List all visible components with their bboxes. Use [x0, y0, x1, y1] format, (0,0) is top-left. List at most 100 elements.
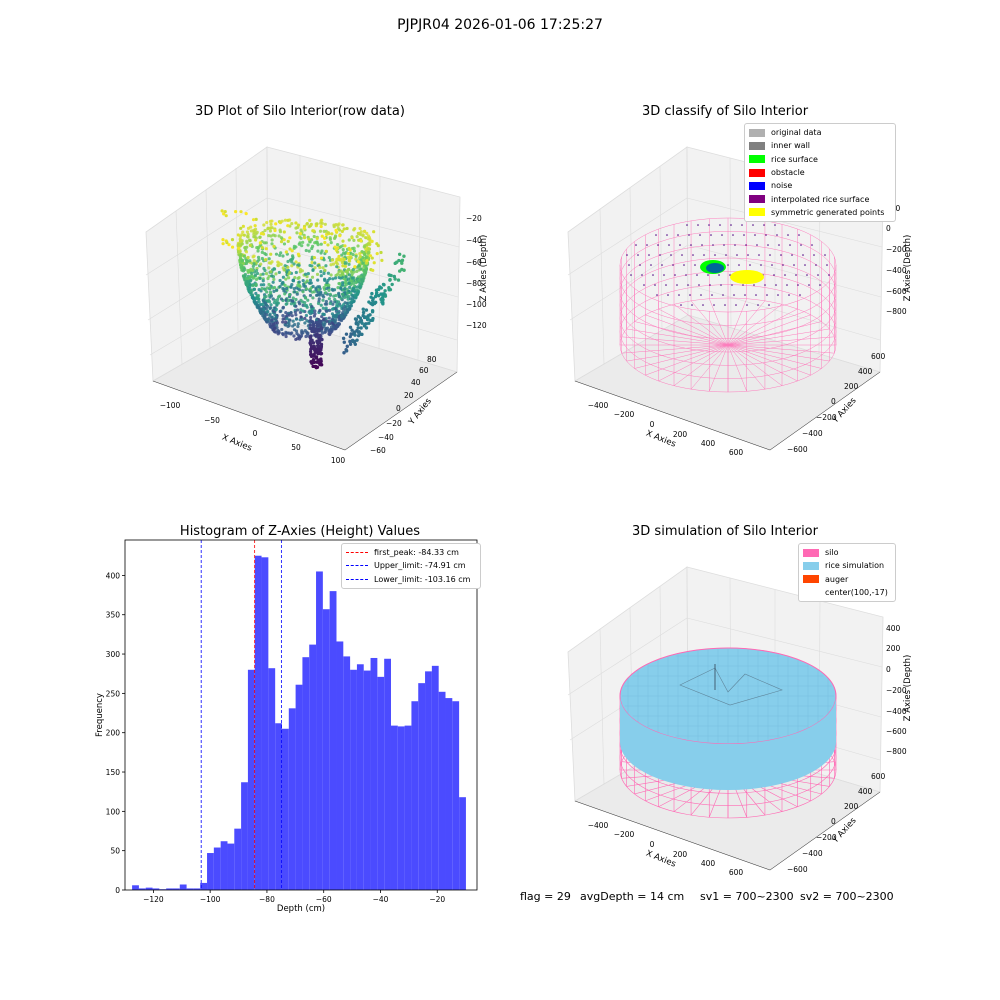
point: [284, 277, 288, 281]
point: [285, 316, 289, 321]
point: [738, 264, 740, 266]
point: [256, 293, 261, 298]
point: [315, 272, 320, 276]
point: [769, 254, 771, 256]
point: [329, 263, 333, 267]
point: [712, 244, 714, 246]
point: [353, 339, 357, 343]
point: [364, 261, 368, 265]
point: [315, 340, 320, 345]
point: [798, 234, 800, 236]
point: [356, 244, 360, 248]
point: [310, 309, 314, 313]
point: [710, 234, 712, 236]
point: [326, 231, 330, 235]
point: [294, 317, 299, 321]
point: [297, 280, 301, 284]
point: [359, 267, 363, 271]
legend-swatch: [803, 575, 819, 584]
point: [765, 234, 767, 236]
point: [359, 258, 363, 262]
point: [344, 269, 349, 273]
point: [343, 304, 347, 309]
p1-zlabel: Z Axies (Depth): [479, 235, 489, 302]
point: [356, 314, 361, 319]
p1-xtick: 50: [291, 443, 301, 452]
point: [368, 254, 373, 258]
point: [320, 234, 324, 238]
point: [400, 261, 404, 265]
point: [307, 310, 311, 314]
point: [333, 276, 338, 280]
point: [318, 229, 323, 233]
point: [275, 288, 279, 292]
point: [359, 275, 363, 279]
silo-line: [626, 328, 729, 346]
point: [319, 347, 323, 352]
point: [312, 255, 316, 260]
point: [637, 254, 639, 256]
point: [315, 323, 320, 327]
point: [345, 226, 349, 231]
point: [268, 306, 273, 310]
panel3-legend: first_peak: -84.33 cm Upper_limit: -74.9…: [341, 543, 481, 589]
point: [273, 312, 277, 317]
point: [828, 274, 830, 276]
point: [336, 300, 341, 304]
point: [319, 242, 323, 246]
point: [312, 234, 316, 239]
point: [268, 219, 273, 223]
point: [367, 321, 371, 325]
point: [253, 301, 257, 305]
p1-xtick: 100: [331, 456, 346, 465]
point: [340, 261, 345, 265]
point: [291, 296, 295, 300]
point: [253, 235, 257, 239]
hist-bar: [254, 555, 262, 890]
point: [311, 229, 315, 233]
point: [344, 280, 348, 284]
point: [281, 306, 285, 310]
point: [315, 334, 319, 338]
point: [363, 273, 367, 277]
point: [352, 330, 357, 334]
point: [330, 307, 335, 311]
point: [390, 282, 394, 287]
point: [787, 234, 789, 236]
hist-bar: [281, 728, 289, 890]
point: [342, 340, 346, 344]
p1-xtick: −100: [160, 401, 181, 410]
point: [327, 332, 331, 336]
hist-bar: [288, 708, 296, 890]
point: [764, 284, 766, 286]
point: [279, 251, 283, 255]
point: [320, 326, 324, 331]
point: [298, 285, 302, 289]
point: [309, 315, 313, 320]
p2-ztick: −600: [886, 287, 907, 296]
hist-bar: [438, 691, 446, 890]
point: [795, 274, 797, 276]
point: [307, 237, 311, 241]
hist-bar: [220, 841, 228, 890]
point: [321, 306, 325, 310]
point: [308, 287, 313, 291]
point: [318, 265, 322, 270]
point: [655, 234, 657, 236]
point: [263, 312, 267, 316]
silo-line: [727, 344, 811, 376]
point: [300, 317, 305, 322]
point: [397, 252, 402, 257]
point: [319, 256, 324, 260]
point: [312, 352, 316, 357]
point: [393, 277, 397, 281]
point: [685, 274, 687, 276]
point: [302, 282, 306, 286]
p1-ytick: 20: [404, 391, 414, 400]
point: [732, 234, 734, 236]
point: [307, 281, 312, 285]
point: [312, 326, 316, 331]
point: [767, 244, 769, 246]
point: [286, 276, 291, 280]
p4-ytick: 400: [858, 787, 873, 796]
